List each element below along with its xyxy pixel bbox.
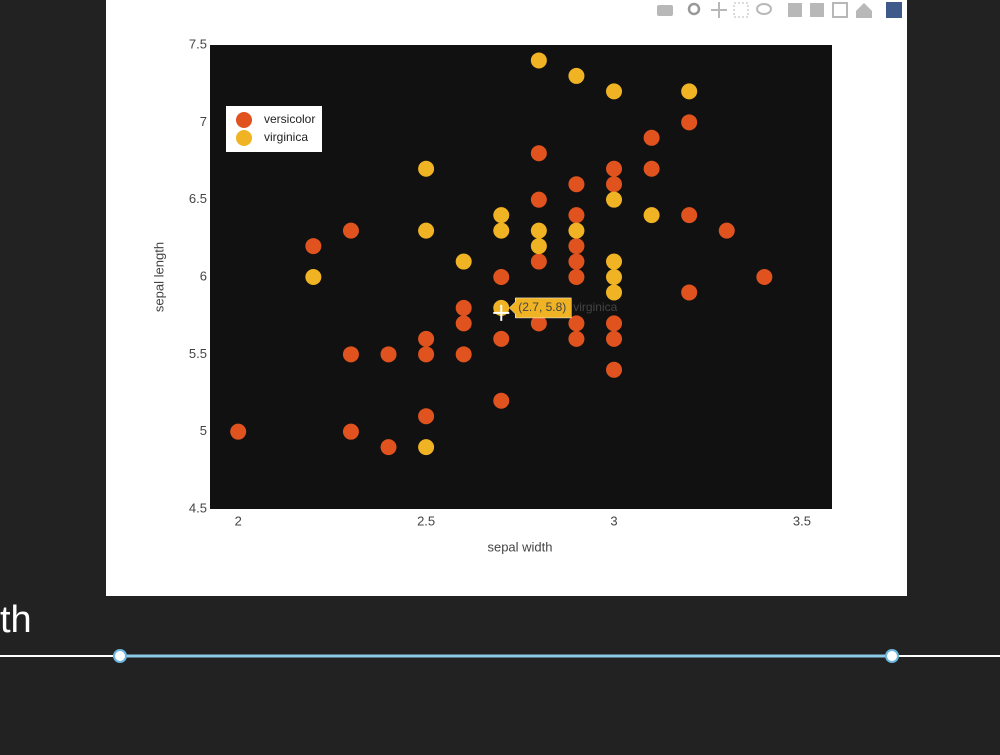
point [568, 269, 585, 285]
y-axis-title: sepal length [151, 242, 166, 312]
point [530, 253, 547, 270]
point [418, 330, 435, 347]
point [230, 423, 247, 440]
point [681, 114, 698, 131]
modebar[interactable] [657, 2, 902, 18]
point [568, 176, 585, 193]
point [418, 160, 435, 177]
point [493, 207, 510, 224]
zoom-icon[interactable] [687, 2, 701, 16]
point [493, 269, 510, 285]
point [643, 129, 660, 146]
tooltip-name: virginica [573, 300, 617, 314]
point [756, 269, 773, 285]
point [606, 176, 623, 193]
plotly-logo[interactable] [886, 2, 902, 18]
point [606, 269, 623, 285]
point [305, 269, 322, 285]
point [418, 346, 435, 363]
zoom-out-icon[interactable] [810, 3, 824, 17]
point [455, 346, 472, 363]
point [643, 160, 660, 177]
point [606, 160, 623, 177]
point [568, 253, 585, 270]
point [681, 83, 698, 100]
point [606, 83, 623, 100]
point [606, 330, 623, 347]
x-tick-label: 2 [235, 513, 242, 528]
camera-icon[interactable] [657, 5, 673, 16]
point [606, 284, 623, 301]
legend-label: versicolor [264, 112, 315, 126]
y-tick-label: 5 [200, 423, 207, 438]
point [530, 222, 547, 239]
point [643, 207, 660, 224]
point [606, 253, 623, 270]
y-tick-label: 6 [200, 268, 207, 283]
y-tick-label: 6.5 [189, 191, 207, 206]
point [380, 439, 397, 456]
tooltip-text: (2.7, 5.8) [518, 300, 566, 314]
legend-marker [236, 112, 252, 128]
point [342, 423, 359, 440]
point [681, 284, 698, 301]
y-tick-label: 7 [200, 114, 207, 129]
x-tick-label: 2.5 [417, 513, 435, 528]
point [606, 315, 623, 332]
point [418, 439, 435, 456]
x-axis-title: sepal width [487, 539, 552, 554]
point [530, 315, 547, 332]
x-tick-label: 3 [610, 513, 617, 528]
point [530, 238, 547, 255]
tooltip-box [508, 297, 572, 319]
x-tick-label: 3.5 [793, 513, 811, 528]
point [530, 145, 547, 162]
point [455, 253, 472, 270]
point [568, 222, 585, 239]
cursor [493, 304, 510, 321]
y-tick-label: 5.5 [189, 346, 207, 361]
point [493, 330, 510, 347]
point [568, 330, 585, 347]
point [418, 408, 435, 425]
point [455, 299, 472, 316]
y-tick-label: 7.5 [189, 36, 207, 51]
point [568, 207, 585, 224]
point [718, 222, 735, 239]
point [681, 207, 698, 224]
point [530, 191, 547, 208]
point [342, 222, 359, 239]
partial-label: th [0, 599, 32, 641]
pan-icon[interactable] [711, 2, 727, 18]
autoscale-icon[interactable] [832, 2, 848, 18]
zoom-in-icon[interactable] [788, 3, 802, 17]
point [493, 222, 510, 239]
point [493, 392, 510, 409]
point [418, 222, 435, 239]
home-icon[interactable] [856, 3, 872, 18]
legend-marker [236, 130, 252, 146]
slider-handle[interactable] [885, 649, 899, 663]
legend-label: virginica [264, 130, 308, 144]
lasso-icon[interactable] [756, 3, 772, 15]
y-tick-label: 4.5 [189, 500, 207, 515]
point [568, 238, 585, 255]
point [568, 67, 585, 84]
point [342, 346, 359, 363]
point [530, 52, 547, 69]
point [606, 361, 623, 378]
select-icon[interactable] [733, 2, 749, 18]
slider-handle[interactable] [113, 649, 127, 663]
point [455, 315, 472, 332]
point [606, 191, 623, 208]
point [305, 238, 322, 255]
point [568, 315, 585, 332]
point [380, 346, 397, 363]
